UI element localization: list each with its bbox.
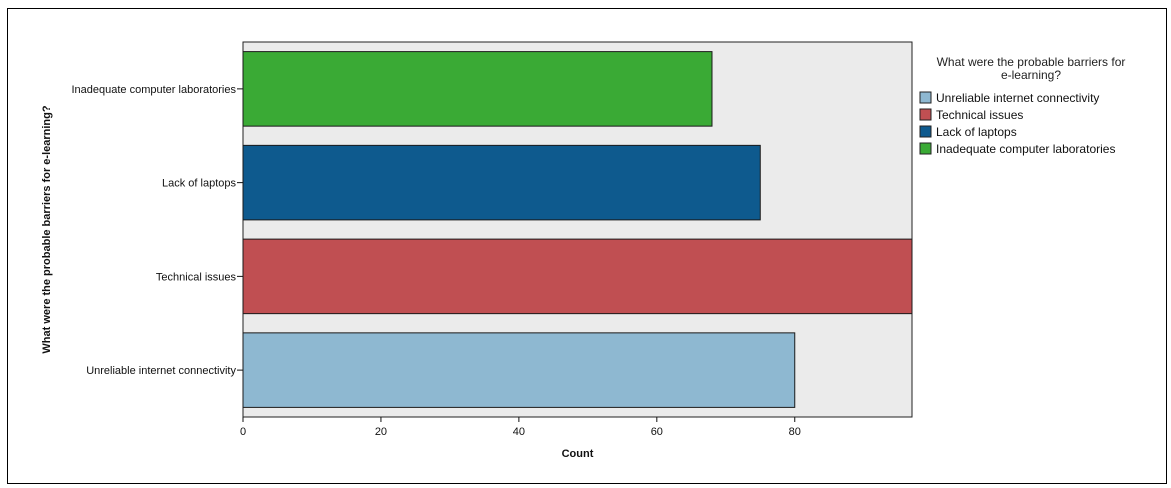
legend-swatch xyxy=(919,142,932,155)
bar-inadequate-computer-laboratories xyxy=(242,51,713,127)
x-axis: 0 20 40 60 80 xyxy=(240,417,801,438)
y-axis: Inadequate computer laboratories Lack of … xyxy=(72,84,243,377)
bar-technical-issues xyxy=(242,238,913,315)
bars-group xyxy=(242,51,913,408)
legend-label: Technical issues xyxy=(936,108,1023,122)
legend-label: Inadequate computer laboratories xyxy=(936,142,1115,156)
bar-unreliable-internet-connectivity xyxy=(242,332,796,408)
legend-title-line-1: What were the probable barriers for xyxy=(937,55,1126,69)
x-tick-label: 60 xyxy=(651,426,663,438)
legend-label: Unreliable internet connectivity xyxy=(936,91,1099,105)
x-tick-label: 20 xyxy=(375,426,387,438)
y-tick-label: Lack of laptops xyxy=(162,178,236,190)
x-tick-label: 0 xyxy=(240,426,246,438)
y-tick-label: Inadequate computer laboratories xyxy=(72,84,237,96)
x-tick-label: 40 xyxy=(513,426,525,438)
legend-swatch xyxy=(919,108,932,121)
legend: What were the probable barriers for e-le… xyxy=(919,55,1126,156)
y-axis-title: What were the probable barriers for e-le… xyxy=(41,105,53,353)
legend-label: Lack of laptops xyxy=(936,125,1017,139)
legend-swatch xyxy=(919,125,932,138)
legend-title-line-2: e-learning? xyxy=(1001,68,1061,82)
x-tick-label: 80 xyxy=(789,426,801,438)
bar-lack-of-laptops xyxy=(242,144,761,221)
y-tick-label: Technical issues xyxy=(156,271,237,283)
legend-swatch xyxy=(919,91,932,104)
y-tick-label: Unreliable internet connectivity xyxy=(86,365,236,377)
x-axis-title: Count xyxy=(562,448,594,460)
